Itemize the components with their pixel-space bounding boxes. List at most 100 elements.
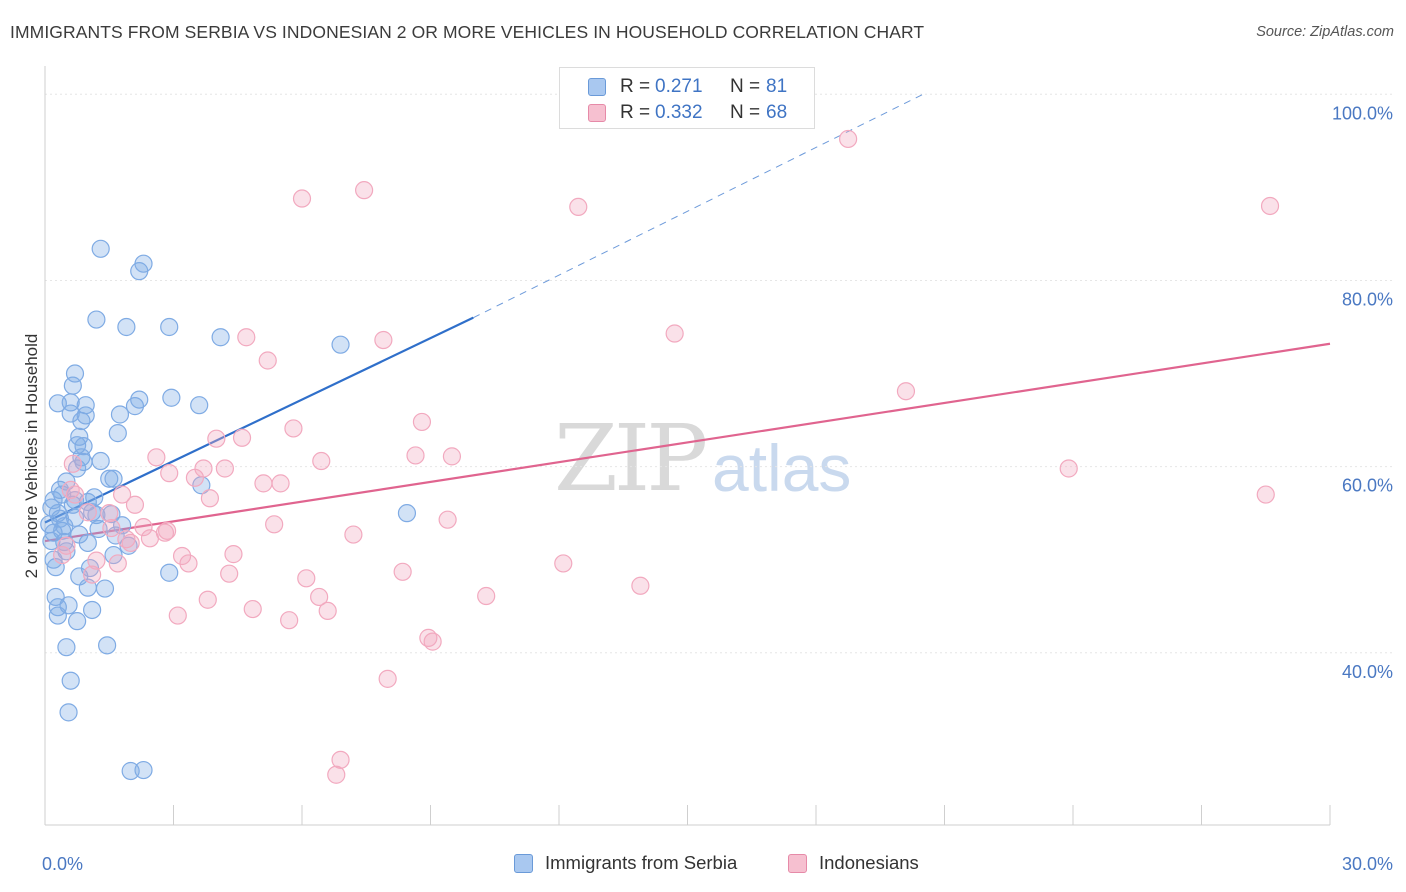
legend-swatch-indonesians [588, 104, 606, 122]
legend-r-label: R = [620, 76, 651, 97]
data-point [68, 612, 87, 631]
data-point [98, 636, 117, 655]
data-point [89, 519, 108, 539]
x-tick-label: 30.0% [1342, 854, 1393, 874]
data-point [46, 587, 65, 607]
data-point [200, 489, 220, 508]
data-point [1059, 459, 1078, 478]
y-tick-label: 100.0% [1332, 103, 1393, 123]
data-point [134, 518, 153, 537]
data-point [442, 447, 462, 466]
data-point [397, 504, 417, 523]
data-point [331, 750, 350, 769]
data-point [412, 412, 432, 432]
trend-line-extension-0 [473, 93, 924, 319]
correlation-legend: R = 0.271 N = 81 R = 0.332 N = 68 [559, 67, 815, 129]
data-point [134, 254, 153, 273]
data-point [44, 550, 63, 569]
data-point [1256, 485, 1275, 504]
data-point [112, 516, 132, 535]
data-point [119, 536, 138, 555]
data-point [254, 474, 273, 493]
bottom-legend-label-serbia: Immigrants from Serbia [545, 852, 738, 873]
data-point [59, 703, 78, 722]
legend-n-value: 68 [766, 102, 788, 123]
data-point [48, 394, 67, 413]
data-point [237, 328, 256, 347]
data-point [70, 427, 89, 446]
data-point [95, 579, 115, 598]
chart-title: IMMIGRANTS FROM SERBIA VS INDONESIAN 2 O… [10, 22, 925, 42]
legend-r-value: 0.332 [655, 102, 703, 123]
data-point [393, 562, 412, 581]
data-point [104, 545, 123, 565]
axes [44, 66, 1331, 826]
data-point [310, 587, 329, 607]
bottom-legend-swatch-indonesians [788, 854, 807, 873]
data-point [224, 545, 243, 564]
data-point [108, 424, 127, 443]
data-point [198, 590, 217, 609]
data-point [125, 495, 145, 514]
data-point [78, 503, 97, 522]
data-point [211, 328, 230, 347]
data-point [280, 611, 299, 630]
data-point [355, 181, 374, 200]
data-point [284, 419, 303, 438]
data-point [378, 669, 397, 688]
data-point [57, 638, 76, 657]
data-points [40, 129, 1280, 784]
data-point [331, 335, 350, 354]
data-point [42, 531, 61, 551]
data-point [57, 472, 76, 491]
data-point [130, 390, 149, 409]
data-point [406, 446, 425, 465]
data-point [61, 404, 80, 423]
data-point [438, 510, 457, 529]
data-point [477, 586, 496, 606]
data-point [76, 406, 95, 425]
data-point [102, 518, 121, 538]
trend-lines [44, 93, 1331, 543]
y-axis-label: 2 or more Vehicles in Household [22, 334, 41, 579]
data-point [168, 606, 187, 625]
data-point [258, 351, 277, 370]
data-point [53, 545, 72, 565]
data-point [162, 388, 181, 407]
grid-lines [45, 93, 1392, 654]
data-point [160, 317, 179, 337]
data-point [104, 469, 123, 488]
data-point [194, 459, 213, 478]
bottom-legend-swatch-serbia [514, 854, 533, 873]
y-tick-label: 60.0% [1342, 476, 1393, 496]
data-point [243, 599, 262, 619]
data-point [110, 405, 130, 424]
data-point [157, 521, 177, 540]
data-point [121, 533, 140, 553]
data-point [327, 765, 346, 784]
data-point [220, 564, 239, 583]
data-point [112, 485, 132, 504]
data-point [87, 551, 106, 570]
data-point [190, 396, 209, 415]
data-point [100, 469, 119, 488]
bottom-legend-label-indonesians: Indonesians [819, 852, 919, 873]
legend-r-label: R = [620, 102, 651, 123]
data-point [179, 554, 198, 573]
data-point [318, 601, 337, 621]
data-point [83, 600, 102, 620]
data-point [74, 437, 93, 456]
data-point [78, 533, 97, 553]
data-point [108, 554, 127, 573]
data-point [100, 504, 119, 523]
data-point [312, 451, 331, 471]
data-point [896, 382, 916, 401]
data-point [423, 632, 442, 651]
data-point [631, 576, 650, 595]
data-point [134, 760, 153, 780]
data-point [232, 428, 252, 447]
trend-line-1 [44, 342, 1331, 543]
watermark-atlas: atlas [712, 431, 852, 505]
data-point [76, 396, 95, 415]
